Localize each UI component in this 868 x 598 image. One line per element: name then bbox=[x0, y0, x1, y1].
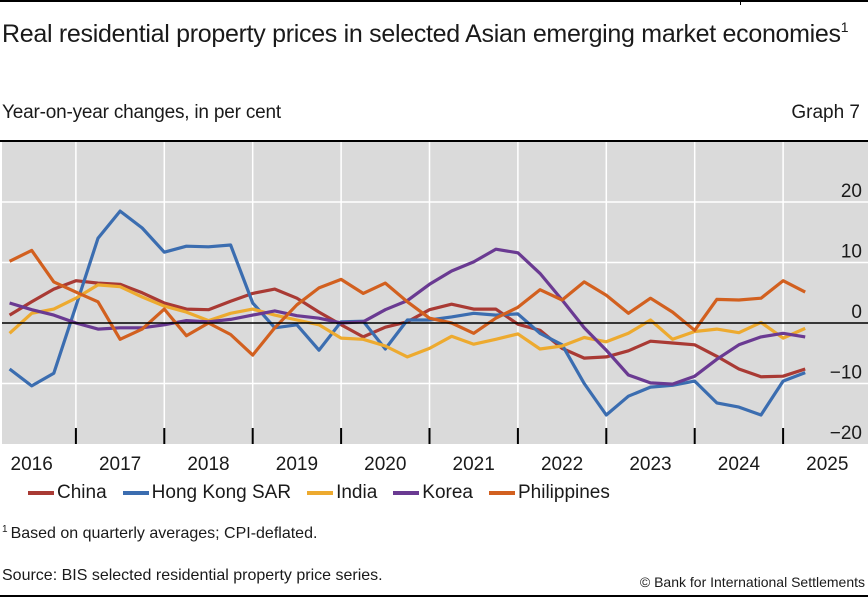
legend-swatch bbox=[488, 491, 515, 495]
top-tick bbox=[740, 0, 741, 5]
footnote-text: Based on quarterly averages; CPI-deflate… bbox=[10, 525, 318, 542]
legend-item-korea: Korea bbox=[393, 482, 473, 504]
bottom-rule bbox=[0, 595, 868, 597]
x-tick-label: 2024 bbox=[718, 454, 761, 475]
x-tick-label: 2025 bbox=[806, 454, 848, 475]
x-tick-label: 2023 bbox=[629, 454, 671, 475]
legend-item-philippines: Philippines bbox=[488, 482, 610, 504]
legend-item-india: India bbox=[307, 482, 377, 504]
y-tick-label: 0 bbox=[851, 302, 862, 323]
legend-label: India bbox=[336, 482, 378, 503]
x-tick-label: 2016 bbox=[11, 454, 53, 475]
legend-swatch bbox=[393, 491, 420, 495]
footnote-marker: 1 bbox=[2, 524, 8, 535]
line-chart: 2016 2017 2018 2019 2020 2021 2022 2023 2024 2025… bbox=[0, 140, 868, 475]
y-tick-label: −10 bbox=[830, 363, 862, 384]
source-note: Source: BIS selected residential propert… bbox=[2, 567, 383, 584]
legend-swatch bbox=[122, 491, 149, 495]
chart-title: Real residential property prices in sele… bbox=[2, 18, 849, 50]
legend-label: Korea bbox=[422, 482, 473, 503]
footnote: 1 Based on quarterly averages; CPI-deflat… bbox=[2, 525, 317, 543]
legend-item-hong-kong-sar: Hong Kong SAR bbox=[122, 482, 292, 504]
series-line-philippines bbox=[8, 248, 806, 357]
x-tick-label: 2018 bbox=[187, 454, 229, 475]
chart-subtitle: Year-on-year changes, in per cent bbox=[2, 102, 281, 123]
title-footnote-marker: 1 bbox=[840, 19, 849, 35]
series-line-india bbox=[8, 283, 806, 359]
y-tick-label: 20 bbox=[841, 181, 862, 202]
chart-legend: China Hong Kong SAR India Korea Philippines bbox=[28, 482, 626, 504]
y-tick-label: −20 bbox=[830, 423, 862, 444]
legend-swatch bbox=[28, 491, 54, 495]
legend-item-china: China bbox=[28, 482, 107, 504]
copyright: © Bank for International Settlements bbox=[639, 574, 865, 590]
graph-number: Graph 7 bbox=[791, 102, 860, 123]
x-tick-label: 2021 bbox=[453, 454, 495, 475]
x-tick-label: 2022 bbox=[541, 454, 583, 475]
legend-label: China bbox=[57, 482, 107, 503]
y-tick-label: 10 bbox=[841, 242, 862, 263]
x-tick-label: 2020 bbox=[364, 454, 406, 475]
top-rule bbox=[0, 0, 868, 2]
chart-title-text: Real residential property prices in sele… bbox=[2, 20, 841, 48]
legend-label: Hong Kong SAR bbox=[151, 482, 292, 503]
x-tick-label: 2017 bbox=[99, 454, 141, 475]
legend-label: Philippines bbox=[517, 482, 610, 503]
x-tick-label: 2019 bbox=[276, 454, 318, 475]
legend-swatch bbox=[307, 491, 334, 495]
